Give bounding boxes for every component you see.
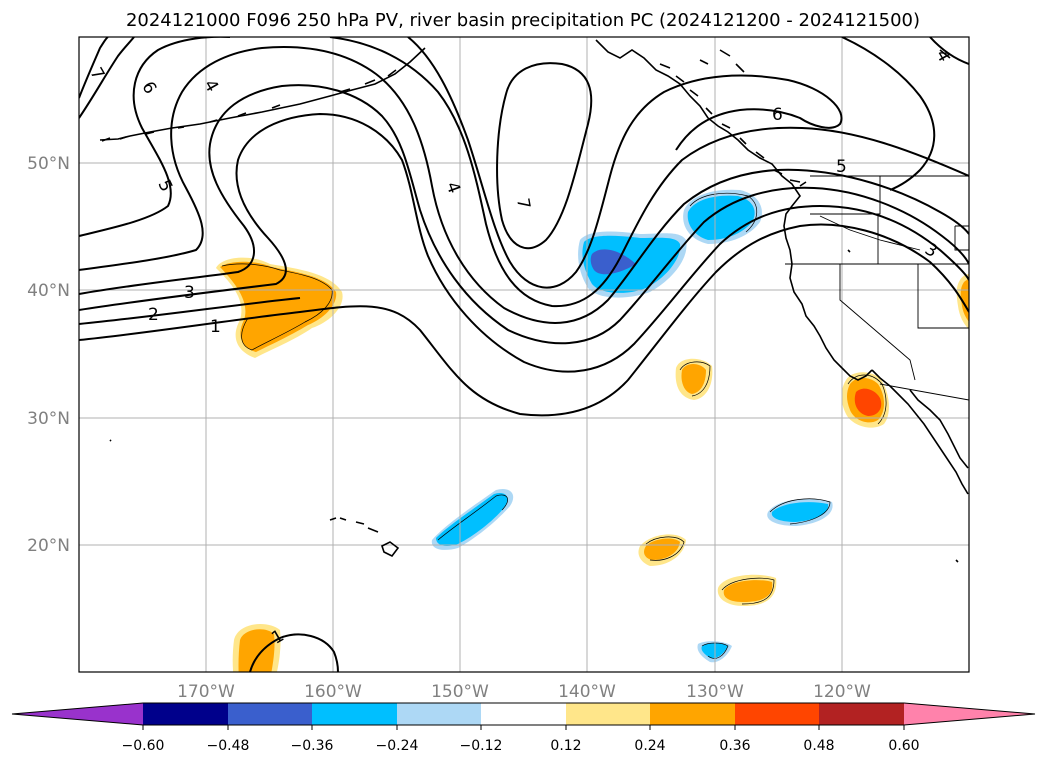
lon-label-140w: 140°W (558, 682, 616, 702)
precipitation-anomaly-shading (216, 189, 969, 672)
pv-contour-tropics (249, 633, 339, 672)
colorbar-tick-label: 0.36 (719, 738, 750, 754)
hawaii-islands (329, 517, 400, 558)
pv-contour-6 (79, 37, 843, 289)
colorbar-bin (819, 703, 904, 725)
colorbar-tick-label: 0.60 (888, 738, 919, 754)
contour-labels: 7 6 4 5 4 7 6 5 3 3 2 1 4 1 (85, 46, 954, 648)
lat-label-30n: 30°N (27, 409, 70, 429)
contour-label: 4 (199, 76, 222, 95)
contour-label: 3 (184, 283, 195, 303)
pv-contour-2 (79, 112, 969, 373)
longitude-labels: 170°W 160°W 150°W 140°W 130°W 120°W (177, 682, 871, 702)
positive-anomaly-central-pacific (216, 257, 343, 358)
colorbar-bin (650, 703, 735, 725)
pv-contour-1 (79, 223, 969, 417)
contour-label: 4 (442, 179, 464, 196)
contour-label: 2 (148, 305, 159, 325)
lat-label-40n: 40°N (27, 281, 70, 301)
contour-label: 7 (512, 197, 534, 211)
colorbar-extend-high (904, 703, 1035, 725)
contour-label: 1 (210, 317, 221, 337)
aleutian-islands (99, 47, 426, 141)
contour-label: 4 (931, 46, 954, 65)
lon-label-150w: 150°W (431, 682, 489, 702)
contour-label: 6 (137, 78, 160, 97)
colorbar-bin (143, 703, 228, 725)
lat-label-20n: 20°N (27, 536, 70, 556)
colorbar-tick-label: 0.48 (803, 738, 834, 754)
colorbar-tick-label: −0.36 (291, 738, 334, 754)
colorbar-tick-label: 0.24 (634, 738, 665, 754)
colorbar: −0.60 −0.48 −0.36 −0.24 −0.12 0.12 0.24 … (11, 702, 1036, 754)
lon-label-120w: 120°W (813, 682, 871, 702)
contour-label: 5 (153, 177, 176, 195)
colorbar-tick-label: −0.24 (376, 738, 419, 754)
map-plot-area: 7 6 4 5 4 7 6 5 3 3 2 1 4 1 (79, 37, 969, 672)
colorbar-bin (481, 703, 566, 725)
colorbar-bin (397, 703, 481, 725)
coastlines (99, 39, 969, 563)
contour-label: 5 (836, 157, 847, 177)
alaska-coast (595, 39, 873, 381)
pv-contour-7 (79, 37, 593, 250)
colorbar-tick-label: −0.60 (122, 738, 165, 754)
political-borders (785, 175, 969, 401)
minor-anomaly-blobs (232, 274, 969, 672)
latitude-labels: 50°N 40°N 30°N 20°N (27, 154, 70, 556)
positive-anomaly-baja (841, 372, 889, 428)
lon-label-170w: 170°W (177, 682, 235, 702)
colorbar-tick-label: −0.12 (460, 738, 503, 754)
pv-contour-4 (79, 46, 969, 324)
colorbar-tick-label: −0.48 (207, 738, 250, 754)
gulf-of-california (909, 389, 969, 469)
lon-label-130w: 130°W (686, 682, 744, 702)
map-frame (78, 36, 970, 673)
colorbar-tick-label: 0.12 (550, 738, 581, 754)
colorbar-bin (735, 703, 819, 725)
pv-contour-5 (79, 37, 969, 308)
contour-label: 7 (85, 64, 108, 83)
pv-contour-3 (79, 84, 969, 345)
lat-label-50n: 50°N (27, 154, 70, 174)
colorbar-bin (566, 703, 650, 725)
pv-contours (79, 37, 969, 672)
baja-peninsula (871, 369, 969, 495)
figure-title: 2024121000 F096 250 hPa PV, river basin … (126, 10, 920, 31)
colorbar-bin (228, 703, 312, 725)
colorbar-bin (312, 703, 397, 725)
contour-label: 6 (772, 105, 783, 125)
lon-label-160w: 160°W (304, 682, 362, 702)
gridlines (79, 37, 969, 672)
colorbar-extend-low (12, 703, 143, 725)
